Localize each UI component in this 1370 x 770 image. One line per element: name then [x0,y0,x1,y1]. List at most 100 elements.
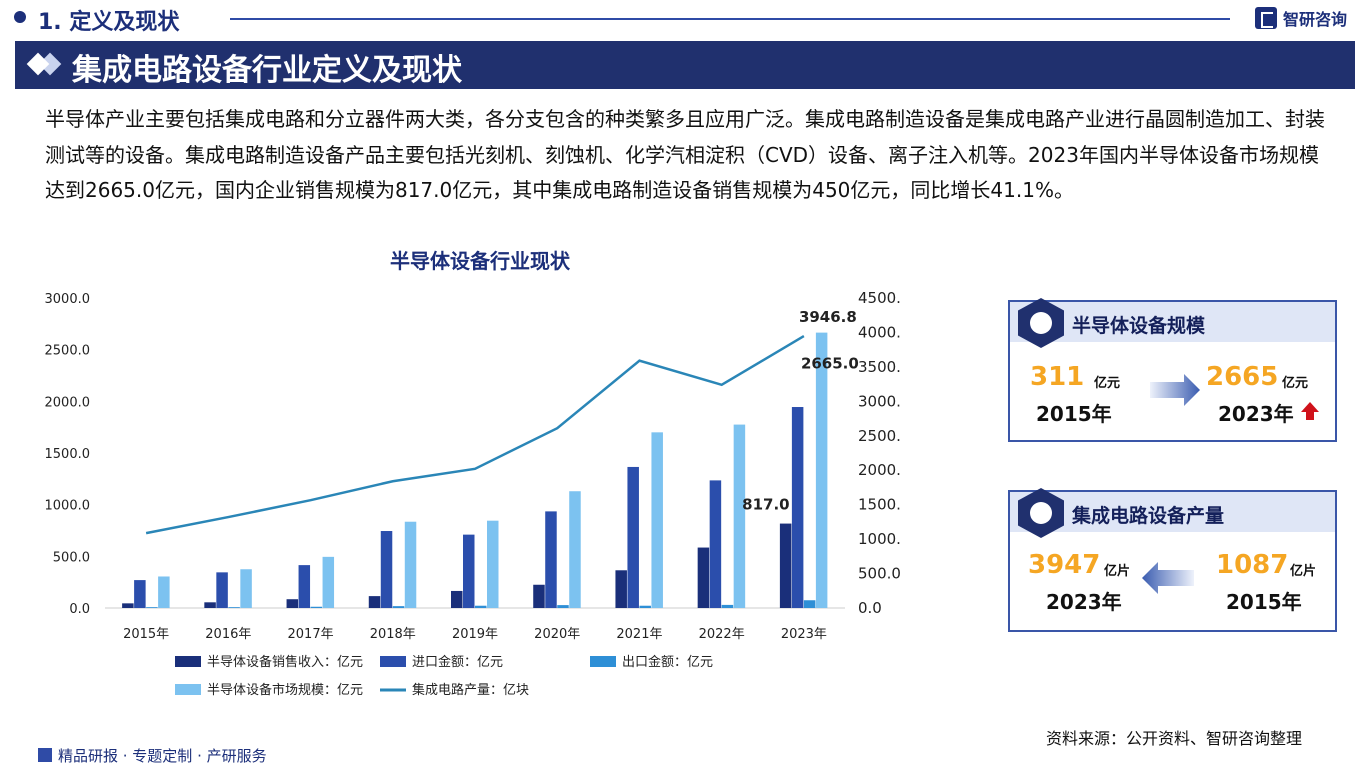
legend-label: 半导体设备销售收入：亿元 [207,654,363,670]
legend-label: 出口金额：亿元 [622,654,713,670]
unit-to: 亿元 [1282,376,1309,391]
bar [322,556,335,608]
y-left-tick-label: 3000.0 [45,292,91,307]
bar [815,332,828,608]
value-from: 311 [1030,362,1085,392]
bar [639,605,651,608]
y-right-tick-label: 4000.0 [858,323,900,341]
y-right-tick-label: 1000.0 [858,530,900,548]
year-right: 2015年 [1226,590,1302,614]
chart-title: 半导体设备行业现状 [390,249,570,273]
bar [733,424,746,608]
bar [158,576,170,608]
bar [368,596,381,608]
page-title: 集成电路设备行业定义及现状 [72,53,462,88]
bar [615,570,627,608]
y-right-tick-label: 0.0 [858,599,882,617]
x-tick-label: 2015年 [123,627,169,642]
bar [569,491,581,608]
bar [709,480,722,608]
unit-left: 亿片 [1104,564,1131,579]
bar [475,605,487,608]
bar [557,605,569,608]
data-label: 817.0 [742,496,789,514]
bar [533,584,545,608]
legend-swatch [175,684,201,695]
y-right-tick-label: 2000.0 [858,461,900,479]
x-tick-label: 2016年 [205,627,251,642]
scale-card: 半导体设备规模 311 亿元 2015年 2665 亿元 2023年 [1008,298,1337,442]
x-tick-label: 2019年 [452,627,498,642]
bar [122,603,134,608]
y-left-tick-label: 0.0 [69,602,90,617]
data-label: 2665.0 [801,355,859,373]
y-right-tick-label: 3000.0 [858,392,900,410]
x-tick-label: 2018年 [370,627,416,642]
bar [697,547,710,608]
x-tick-label: 2021年 [616,627,662,642]
value-right: 1087 [1216,550,1289,580]
bar [286,599,299,608]
x-tick-label: 2020年 [534,627,580,642]
legend-label: 半导体设备市场规模：亿元 [207,682,363,698]
bar [404,521,417,608]
card-header [1010,302,1335,342]
bar [463,534,475,608]
value-to: 2665 [1206,362,1279,392]
year-to: 2023年 [1218,402,1294,426]
combo-chart: 0.0 500.0 1000.0 1500.0 2000.0 2500.0 3000.0 0.… [45,289,901,698]
bar [779,523,792,608]
header-divider [230,18,1230,20]
title-banner [15,41,1355,89]
bar [451,590,463,608]
bar [791,407,804,608]
y-left-tick-label: 2500.0 [45,344,91,359]
footer-logo-icon [38,748,52,762]
bar [651,432,663,608]
bar [228,607,240,608]
footer-tagline: 精品研报 · 专题定制 · 产研服务 [58,747,267,765]
y-left-tick-label: 500.0 [53,550,90,565]
bar [627,466,639,608]
arrow-right-icon [1150,374,1200,406]
legend-swatch [175,656,201,667]
bar [310,606,323,608]
bar [216,572,228,608]
x-tick-label: 2023年 [781,627,827,642]
card-title: 集成电路设备产量 [1072,505,1225,527]
line-series-ic-output [145,335,805,535]
x-tick-label: 2022年 [699,627,745,642]
bar [721,604,734,608]
legend-swatch [590,656,616,667]
arrow-left-icon [1142,562,1194,594]
brand-name: 智研咨询 [1283,10,1348,29]
bullet-dot-icon [14,11,26,23]
x-tick-label: 2017年 [288,627,334,642]
bar [487,520,499,608]
y-left-tick-label: 1500.0 [45,447,91,462]
year-left: 2023年 [1046,590,1122,614]
bar [240,569,252,608]
bar [204,602,216,608]
source-note: 资料来源：公开资料、智研咨询整理 [1046,729,1303,748]
icon-inner [1030,312,1052,334]
bar [380,531,393,608]
y-right-tick-label: 1500.0 [858,496,900,514]
bar [392,606,405,608]
section-title: 1. 定义及现状 [38,10,180,35]
legend-label: 集成电路产量：亿块 [412,682,529,698]
intro-paragraph: 半导体产业主要包括集成电路和分立器件两大类，各分支包含的种类繁多且应用广泛。集成… [45,107,1325,202]
up-arrow-icon [1301,402,1319,412]
output-card: 集成电路设备产量 3947 亿片 2023年 1087 亿片 2015年 [1008,488,1337,632]
y-right-tick-label: 4500.0 [858,289,900,307]
data-label: 3946.8 [799,308,857,326]
year-from: 2015年 [1036,402,1112,426]
bar [134,580,146,608]
bar [803,600,816,608]
icon-inner [1030,502,1052,524]
unit-right: 亿片 [1290,564,1317,579]
brand: 智研咨询 [1255,6,1347,30]
bar [146,607,158,608]
bar [298,565,311,608]
y-left-tick-label: 2000.0 [45,395,91,410]
